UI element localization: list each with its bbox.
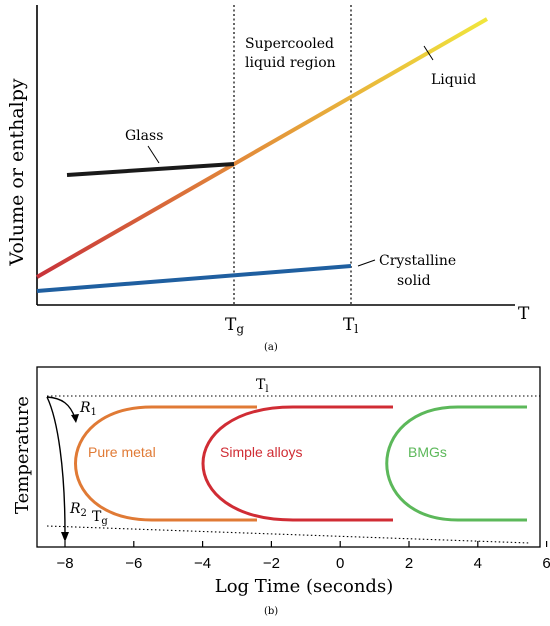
liquid-line	[36, 17, 488, 279]
panel-a: Volume or enthalpy T Tg Tl Supercooled l…	[6, 5, 530, 353]
panel-b-caption: (b)	[264, 606, 278, 617]
bmgs-curve	[385, 405, 527, 522]
tl-label: Tl	[256, 377, 269, 395]
r1-label: R1	[79, 400, 97, 418]
panel-b-frame	[36, 366, 541, 548]
liquid-leader	[423, 45, 434, 61]
r2-cooling-curve	[46, 396, 66, 534]
panel-a-caption: (a)	[264, 342, 278, 353]
bmgs-label: BMGs	[408, 444, 447, 460]
panel-b: Tl Tg Pure metal Simple alloys BMGs R1 R…	[12, 366, 550, 617]
panel-b-y-axis-label: Temperature	[12, 396, 33, 514]
supercooled-region-label-line2: liquid region	[245, 55, 336, 71]
crystal-leader	[357, 259, 376, 267]
r2-label: R2	[69, 501, 87, 519]
tl-tick-label: Tl	[343, 315, 358, 336]
x-tick-label: −4	[194, 555, 211, 572]
tg-dotted-slanted	[46, 525, 531, 544]
x-tick-label: −2	[263, 555, 280, 572]
x-tick-label: 2	[405, 555, 413, 572]
tg-label: Tg	[92, 509, 108, 527]
crystalline-solid-line	[36, 264, 352, 293]
panel-b-x-ticks: −8 −6 −4 −2 0 2 4 6	[56, 541, 550, 572]
pure-metal-label: Pure metal	[88, 444, 156, 460]
x-tick-label: 6	[542, 555, 550, 572]
x-tick-label: −8	[56, 555, 73, 572]
simple-alloys-label: Simple alloys	[220, 444, 302, 460]
crystalline-label-line2: solid	[397, 273, 431, 289]
r1-arrowhead	[71, 414, 79, 423]
panel-a-x-axis-label: T	[518, 304, 530, 324]
panel-a-y-axis-label: Volume or enthalpy	[6, 78, 28, 267]
x-tick-label: 0	[336, 555, 344, 572]
pure-metal-curve	[74, 405, 257, 522]
x-tick-label: −6	[125, 555, 142, 572]
x-tick-label: 4	[474, 555, 482, 572]
glass-leader	[147, 145, 160, 164]
simple-alloys-curve	[201, 405, 393, 522]
glass-line	[66, 162, 235, 177]
r2-arrowhead	[61, 532, 69, 542]
supercooled-region-label-line1: Supercooled	[245, 36, 334, 52]
glass-label: Glass	[125, 128, 163, 144]
tg-tick-label: Tg	[225, 315, 244, 336]
crystalline-label-line1: Crystalline	[379, 253, 456, 269]
panel-b-x-axis-label: Log Time (seconds)	[215, 576, 393, 597]
liquid-label: Liquid	[431, 72, 476, 88]
